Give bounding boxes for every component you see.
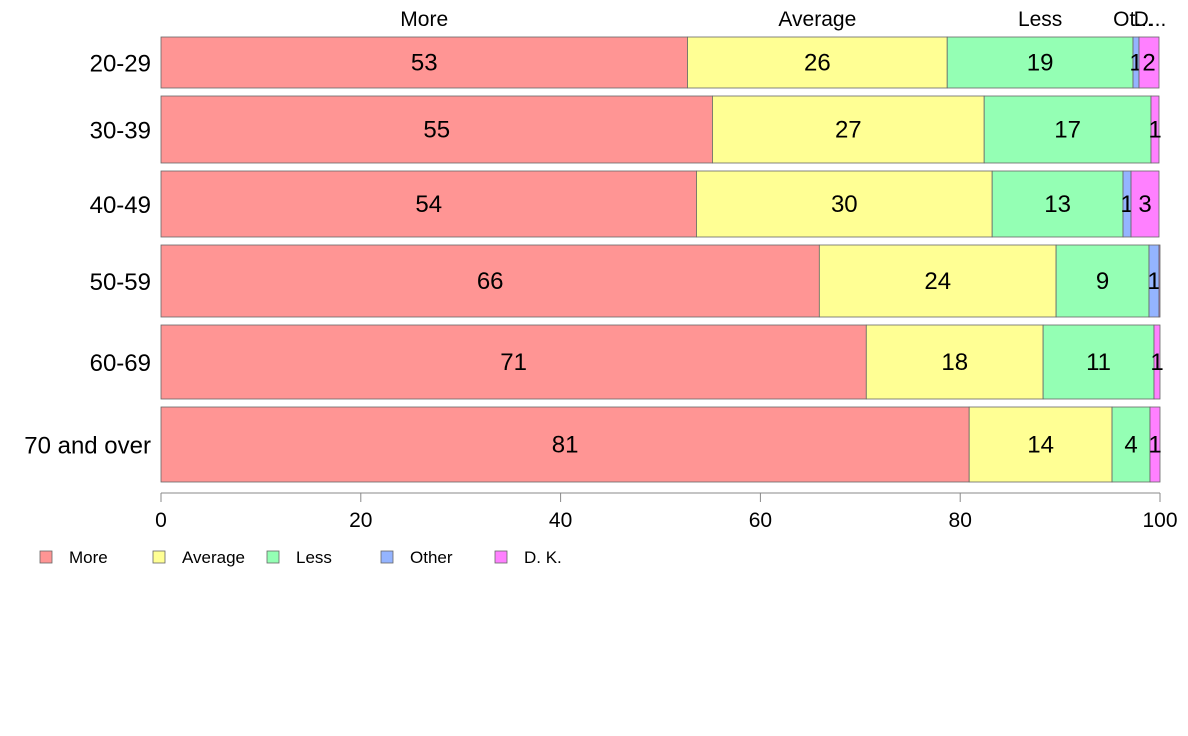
legend-label: Average [182, 548, 245, 567]
bar-segment [687, 36, 948, 89]
legend-swatch [39, 550, 53, 564]
data-label: 9 [1096, 268, 1109, 295]
bar-segment [968, 406, 1113, 483]
x-tick-label: 80 [949, 509, 972, 532]
data-label: 66 [477, 268, 504, 295]
x-tick-label: 60 [749, 509, 772, 532]
top-series-label: Ot... [1113, 8, 1153, 31]
legend-swatch [380, 550, 394, 564]
legend-swatch [494, 550, 508, 564]
data-label: 4 [1124, 432, 1137, 459]
data-label: 14 [1027, 432, 1054, 459]
bar-segment [160, 244, 820, 318]
category-label: 30-39 [90, 118, 151, 145]
data-label: 1 [1150, 349, 1163, 376]
x-tick-label: 100 [1142, 509, 1177, 532]
data-label: 11 [1086, 349, 1111, 376]
data-label: 30 [831, 191, 858, 218]
category-label: 60-69 [90, 350, 151, 377]
top-series-label: More [400, 8, 448, 31]
top-series-label: D... [1134, 8, 1167, 31]
data-label: 1 [1148, 432, 1161, 459]
legend-label: More [69, 548, 108, 567]
bar-segment [1138, 36, 1160, 89]
legend: More Average Less Other D. K. [39, 548, 562, 567]
x-tick-label: 40 [549, 509, 572, 532]
data-label: 1 [1147, 268, 1160, 295]
legend-swatch [152, 550, 166, 564]
bar-segment [865, 324, 1044, 400]
legend-label: D. K. [524, 548, 562, 567]
category-label: 40-49 [90, 192, 151, 219]
x-tick-label: 20 [349, 509, 372, 532]
data-label: 17 [1054, 117, 1081, 144]
bar-segment [818, 244, 1057, 318]
data-label: 81 [552, 432, 579, 459]
legend-label: Less [296, 548, 332, 567]
bar-segment [160, 406, 970, 483]
bar-segment [1158, 244, 1161, 318]
data-label: 54 [415, 191, 442, 218]
data-label: 53 [411, 50, 438, 77]
category-labels: 20-29 30-39 40-49 50-59 60-69 70 and over [24, 51, 151, 460]
data-label: 55 [423, 117, 450, 144]
bar-segment [160, 170, 697, 238]
data-label: 27 [835, 117, 862, 144]
category-label: 70 and over [24, 433, 151, 460]
bar-segment [696, 170, 993, 238]
bar-segment [1153, 324, 1161, 400]
data-label: 19 [1027, 50, 1054, 77]
data-label: 18 [941, 349, 968, 376]
x-tick-label: 0 [155, 509, 167, 532]
top-series-label: Average [778, 8, 856, 31]
data-label: 1 [1120, 191, 1133, 218]
category-label: 50-59 [90, 269, 151, 296]
data-label: 71 [500, 349, 527, 376]
top-series-label: Less [1018, 8, 1062, 31]
legend-swatch [266, 550, 280, 564]
data-label: 13 [1044, 191, 1071, 218]
x-axis: 0 20 40 60 80 100 [155, 492, 1178, 532]
data-label: 3 [1138, 191, 1151, 218]
top-series-labels: More Average Less Ot...D... [400, 8, 1166, 31]
data-label: 1 [1148, 117, 1161, 144]
bar-segment [983, 95, 1152, 164]
bar-segment [160, 324, 867, 400]
bar-segment [1055, 244, 1150, 318]
data-label: 24 [924, 268, 951, 295]
bar-segment [1042, 324, 1155, 400]
bar-segment [1111, 406, 1151, 483]
bar-segment [991, 170, 1124, 238]
legend-label: Other [410, 548, 453, 567]
data-label: 26 [804, 50, 831, 77]
bar-segment [1130, 170, 1160, 238]
bar-segment [1149, 406, 1161, 483]
bars-area: 53 26 19 1 255 27 17 154 30 13 1 366 24 9 171 18 11 181 14… [160, 36, 1164, 483]
category-label: 20-29 [90, 51, 151, 78]
bar-segment [1150, 95, 1160, 164]
data-label: 2 [1142, 50, 1155, 77]
